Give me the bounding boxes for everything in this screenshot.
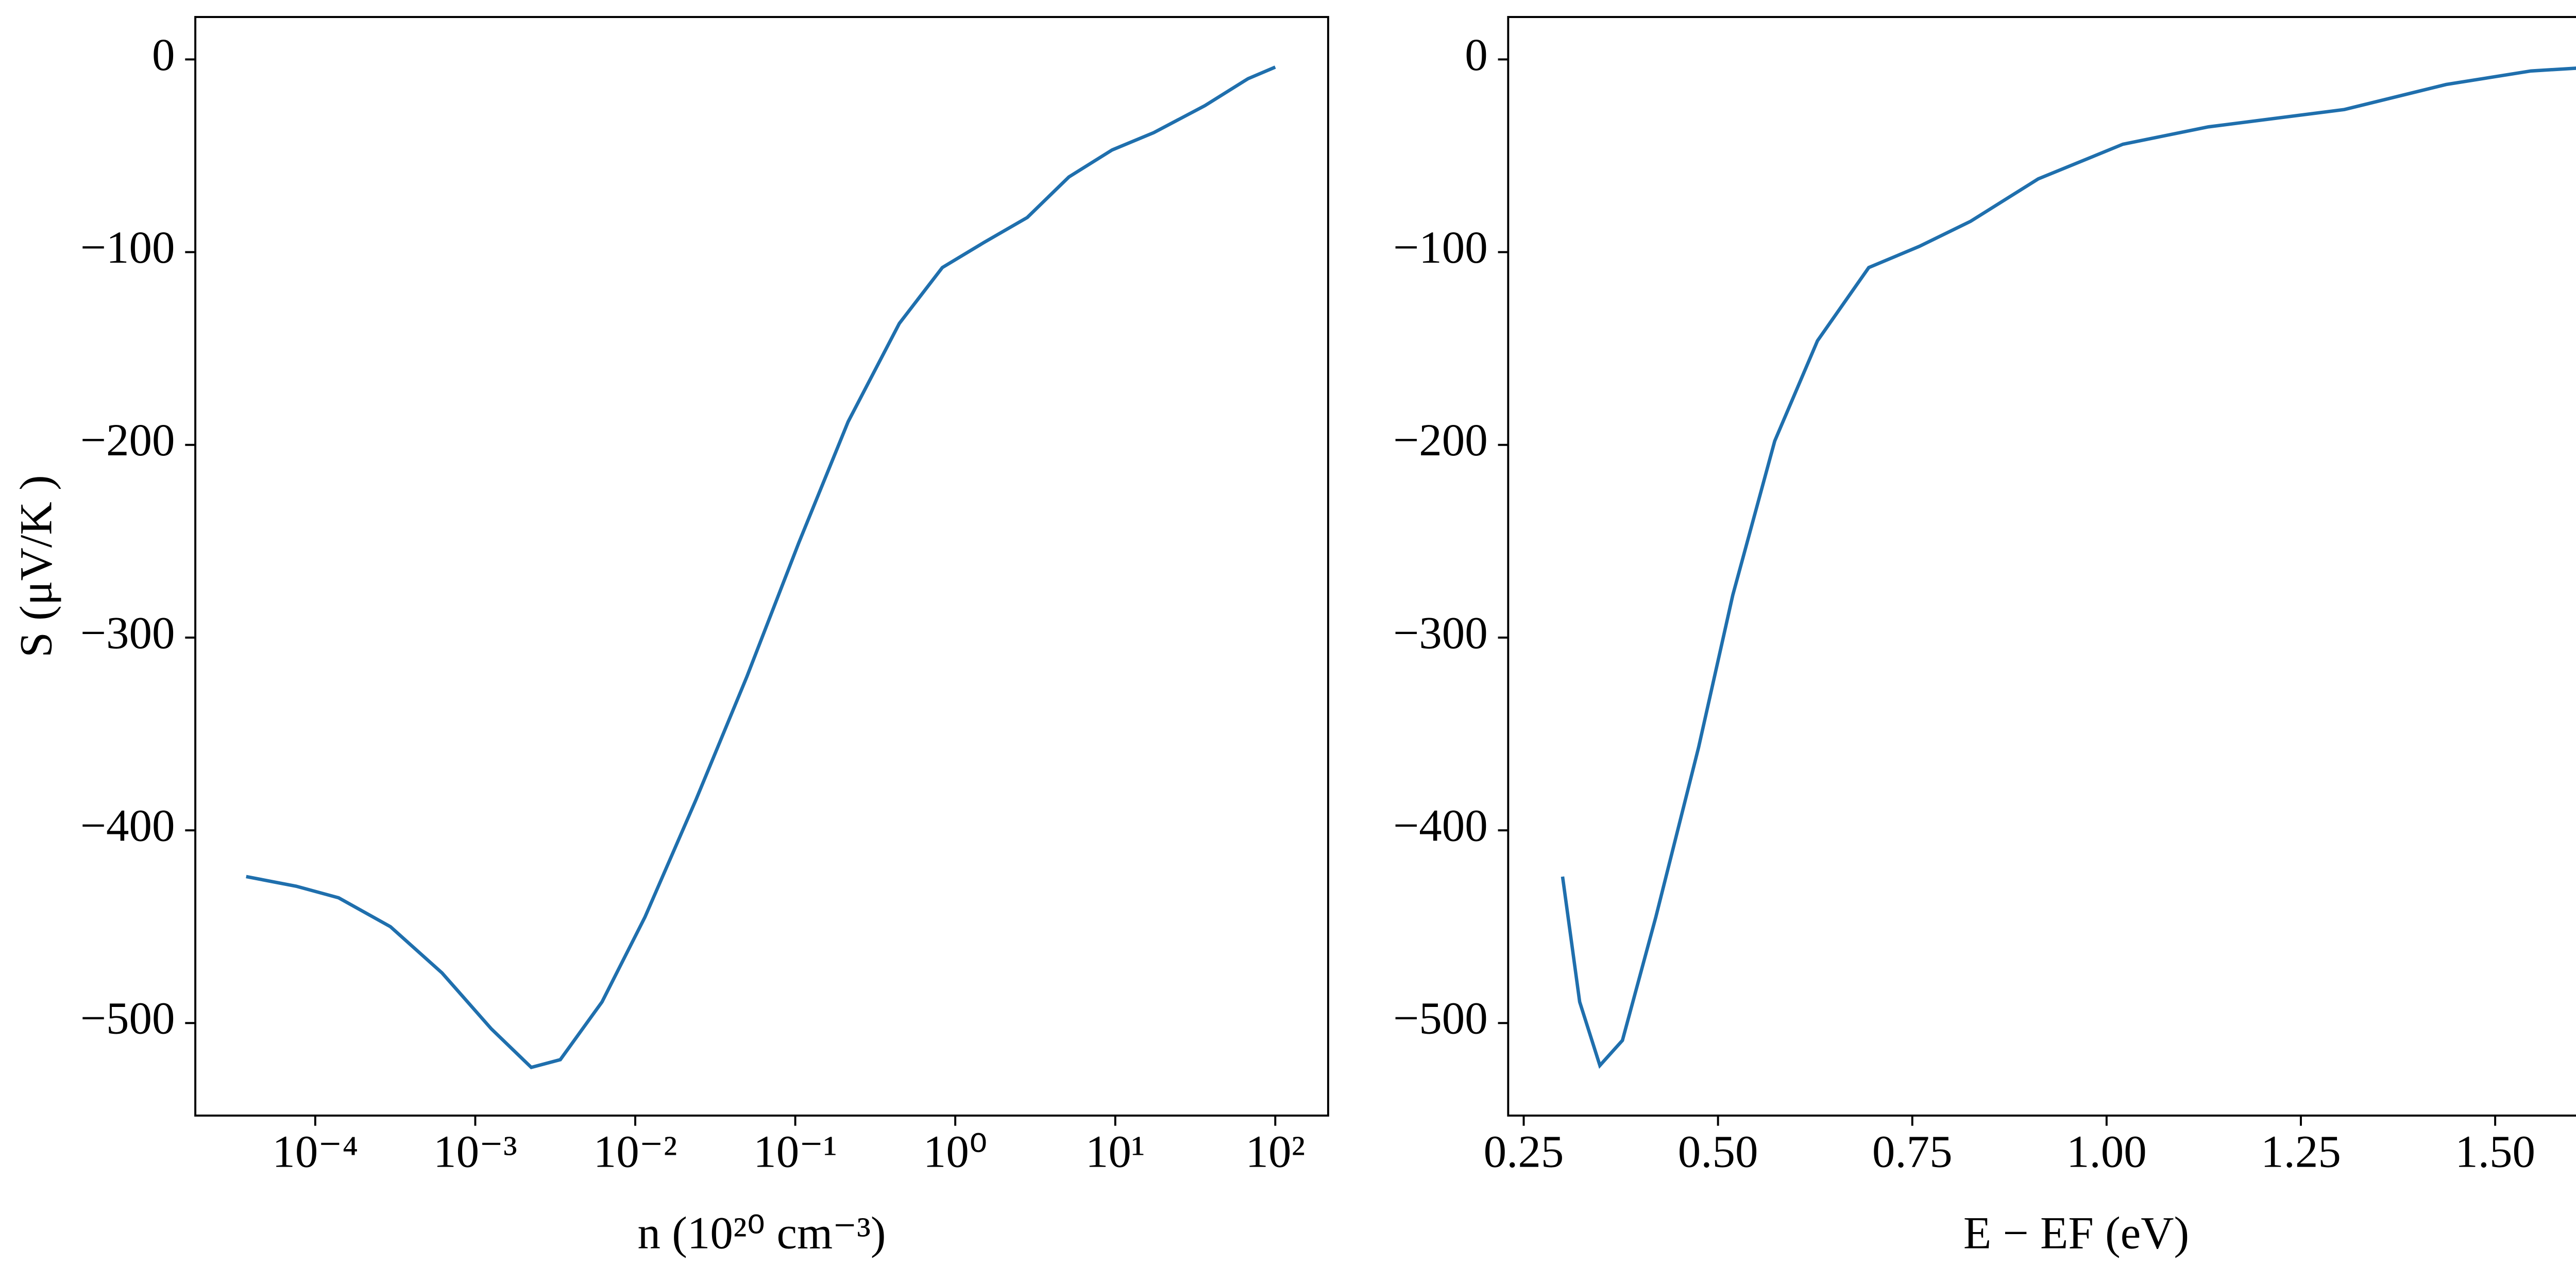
y-tick-label: −500 <box>80 994 175 1044</box>
y-tick-label: 0 <box>1465 30 1488 80</box>
x-tick-label: 10⁻² <box>594 1126 677 1177</box>
data-line <box>246 65 1276 1069</box>
y-tick-label: −500 <box>1393 994 1488 1044</box>
y-tick-label: −400 <box>80 801 175 851</box>
y-tick-label: −200 <box>80 415 175 466</box>
y-tick-label: −300 <box>80 608 175 658</box>
y-axis-label: S (μV/K ) <box>11 475 62 657</box>
y-tick-label: −100 <box>80 223 175 273</box>
x-tick-label: 10² <box>1245 1126 1305 1177</box>
y-tick-label: −200 <box>1393 415 1488 466</box>
x-tick-label: 10¹ <box>1086 1126 1145 1177</box>
x-tick-label: 0.50 <box>1678 1126 1758 1177</box>
x-tick-label: 0.75 <box>1872 1126 1953 1177</box>
y-tick-label: −100 <box>1393 223 1488 273</box>
x-tick-label: 1.50 <box>2455 1126 2535 1177</box>
x-tick-label: 0.25 <box>1484 1126 1564 1177</box>
x-tick-label: 1.00 <box>2066 1126 2147 1177</box>
x-tick-label: 10⁻³ <box>433 1126 517 1177</box>
x-axis-label: E − EF (eV) <box>1963 1208 2189 1259</box>
y-tick-label: −400 <box>1393 801 1488 851</box>
plot-frame <box>194 16 1329 1117</box>
data-line <box>1561 66 2576 1069</box>
x-axis-label: n (10²⁰ cm⁻³) <box>637 1208 886 1259</box>
x-tick-label: 10⁻¹ <box>753 1126 837 1177</box>
y-tick-label: 0 <box>152 30 175 80</box>
x-tick-label: 1.25 <box>2261 1126 2341 1177</box>
plot-frame <box>1507 16 2576 1117</box>
x-tick-label: 10⁻⁴ <box>272 1126 358 1177</box>
x-tick-label: 10⁰ <box>923 1126 988 1177</box>
y-tick-label: −300 <box>1393 608 1488 658</box>
